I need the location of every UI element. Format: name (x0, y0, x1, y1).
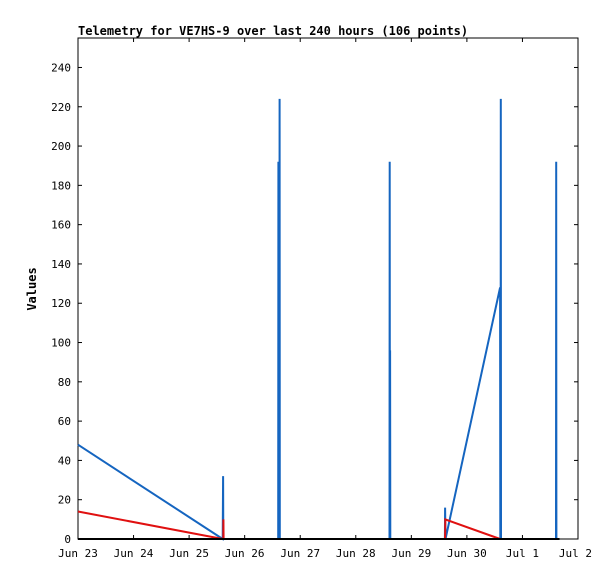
x-tick-label: Jun 24 (114, 547, 154, 560)
series-layer (77, 98, 560, 541)
x-tick-label: Jun 26 (225, 547, 265, 560)
y-tick-label: 20 (58, 494, 71, 507)
y-tick-label: 140 (51, 258, 71, 271)
x-tick-label: Jun 23 (58, 547, 98, 560)
y-tick-label: 180 (51, 179, 71, 192)
y-tick-label: 200 (51, 140, 71, 153)
y-tick-label: 220 (51, 101, 71, 114)
y-tick-label: 240 (51, 61, 71, 74)
x-tick-label: Jun 29 (391, 547, 431, 560)
x-tick-label: Jul 2 (559, 547, 592, 560)
y-tick-label: 120 (51, 297, 71, 310)
y-axis-label: Values (25, 267, 39, 310)
x-tick-label: Jun 27 (280, 547, 320, 560)
x-axis-ticks: Jun 23 Jun 24 Jun 25 Jun 26 Jun 27 Jun 28 Jun … (58, 38, 592, 560)
x-tick-label: Jun 30 (447, 547, 487, 560)
x-tick-label: Jun 25 (169, 547, 209, 560)
x-tick-label: Jul 1 (506, 547, 539, 560)
y-tick-label: 60 (58, 415, 71, 428)
y-tick-label: 100 (51, 337, 71, 350)
series-line-0 (77, 98, 558, 541)
x-tick-label: Jun 28 (336, 547, 376, 560)
chart-title: Telemetry for VE7HS-9 over last 240 hour… (78, 24, 468, 38)
y-tick-label: 160 (51, 219, 71, 232)
y-tick-label: 40 (58, 454, 71, 467)
y-tick-label: 80 (58, 376, 71, 389)
y-axis-ticks: 0 20 40 60 80 100 120 140 160 180 200 220 240 (51, 61, 578, 546)
y-tick-label: 0 (64, 533, 71, 546)
